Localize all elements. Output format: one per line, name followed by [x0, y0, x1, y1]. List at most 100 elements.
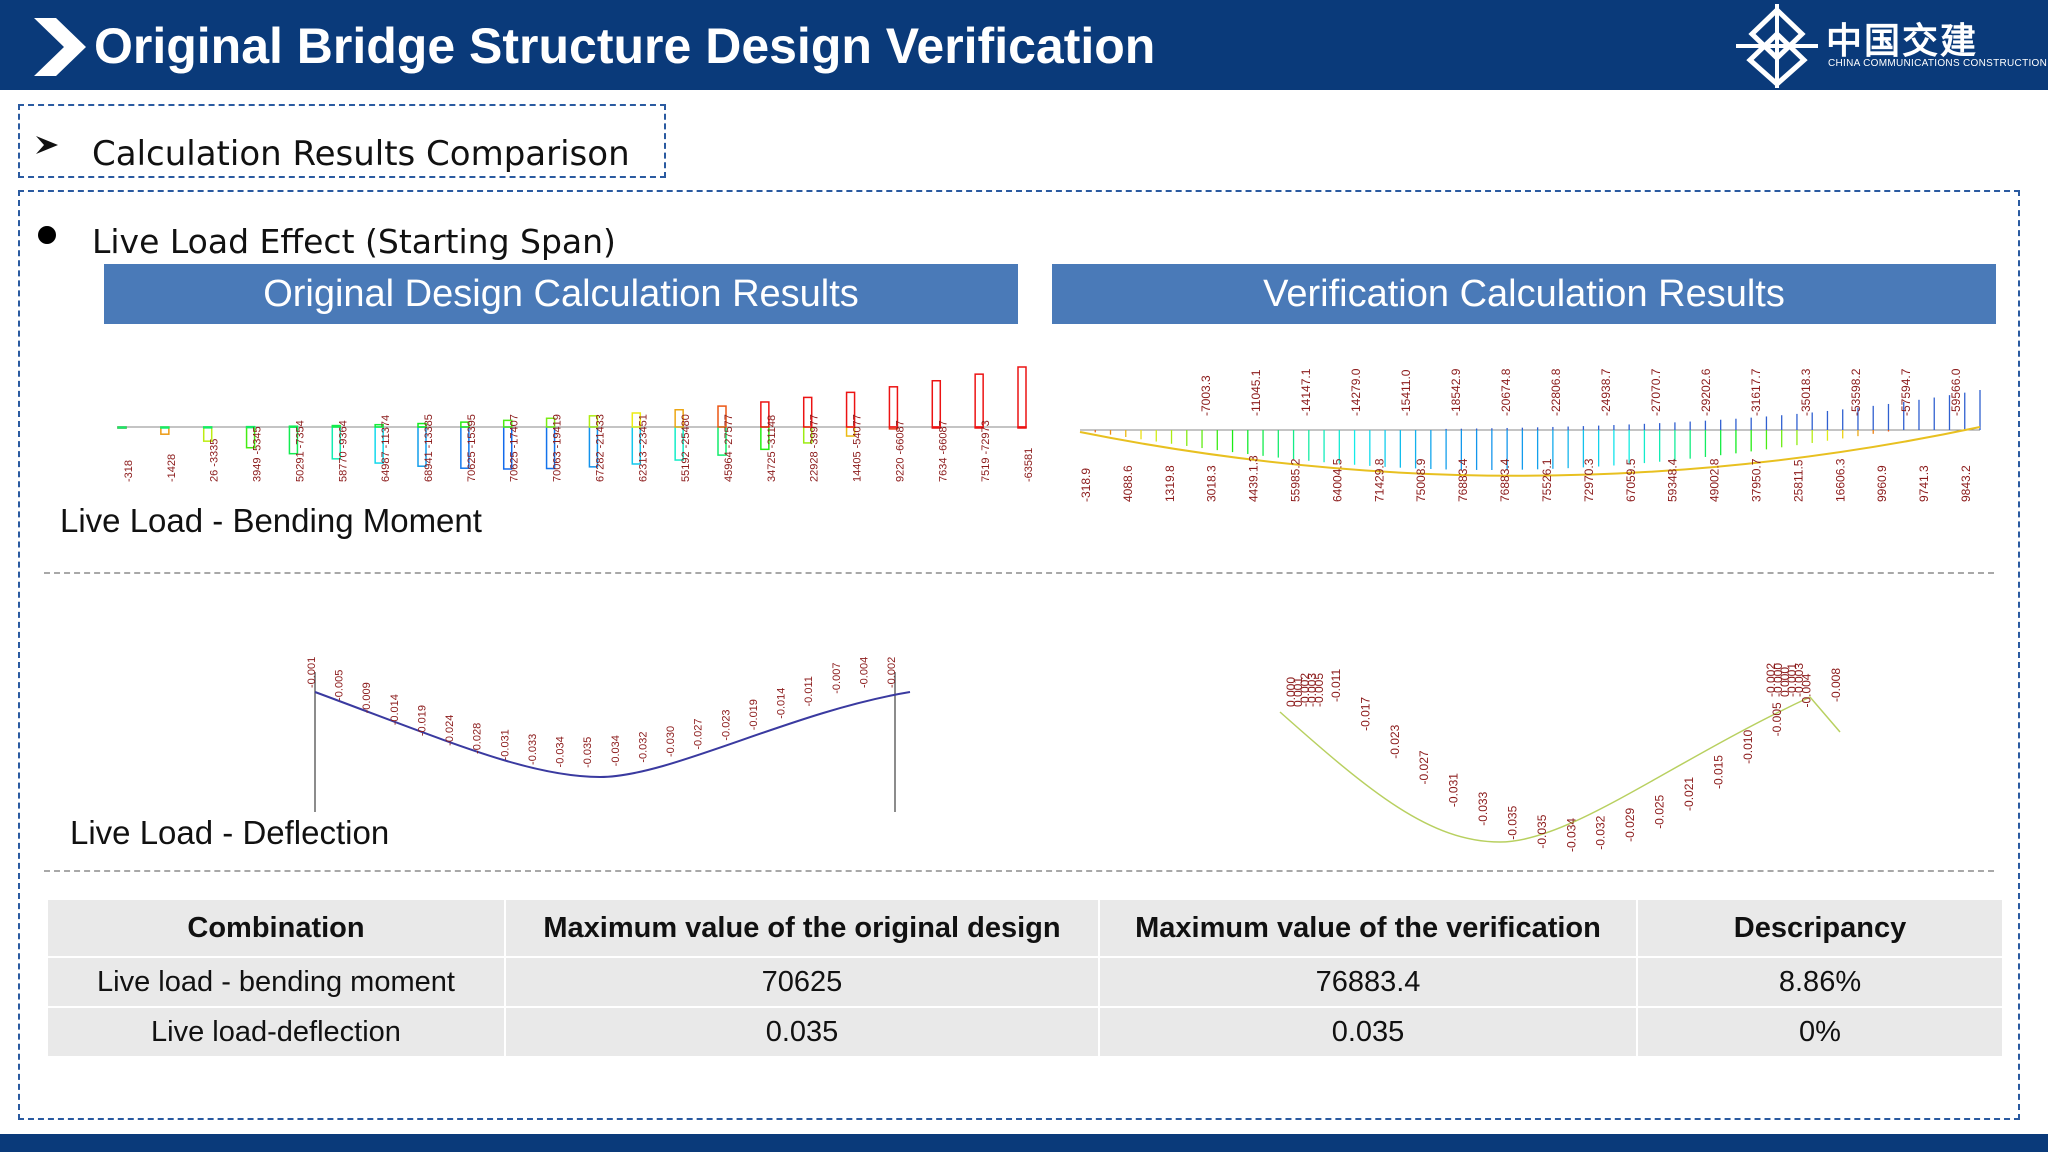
moment-label: -57594.7	[1899, 368, 1913, 416]
deflection-label: -0.004	[1800, 673, 1814, 707]
deflection-row-label: Live Load - Deflection	[70, 814, 390, 851]
header-original-max: Maximum value of the original design	[506, 900, 1098, 956]
moment-label: 3018.3	[1205, 465, 1219, 502]
deflection-label: -0.014	[389, 694, 401, 725]
moment-label: 72970.3	[1582, 458, 1596, 502]
moment-label: -15411.0	[1399, 369, 1413, 416]
deflection-label: -0.021	[1682, 777, 1696, 811]
moment-label: 25811.5	[1791, 459, 1805, 502]
moment-label: 59348.4	[1666, 458, 1680, 502]
moment-label: 26 -3335	[209, 439, 221, 482]
moment-label: 34725 -31148	[766, 415, 778, 482]
moment-label: 49002.8	[1708, 458, 1722, 502]
deflection-label: -0.034	[610, 735, 622, 766]
chevron-right-icon	[34, 18, 86, 76]
header-discrepancy: Descripancy	[1638, 900, 2002, 956]
deflection-label: -0.019	[748, 699, 760, 730]
moment-label: 75526.1	[1540, 458, 1554, 502]
deflection-label: -0.008	[1829, 668, 1843, 702]
deflection-label: -0.009	[361, 682, 373, 713]
moment-label: 16606.3	[1833, 458, 1847, 502]
moment-bar-negative	[588, 415, 599, 428]
moment-bar-negative	[417, 422, 427, 428]
cell-discrepancy: 8.86%	[1638, 958, 2002, 1006]
cell-combination: Live load - bending moment	[48, 958, 504, 1006]
subheader-box: Calculation Results Comparison	[18, 104, 666, 178]
deflection-label: -0.001	[306, 657, 318, 688]
moment-label: 71429.8	[1372, 458, 1386, 502]
header-combination: Combination	[48, 900, 504, 956]
deflection-label: -0.023	[720, 709, 732, 740]
table-header-row: Combination Maximum value of the origina…	[48, 900, 2002, 956]
cell-verification-max: 76883.4	[1100, 958, 1636, 1006]
deflection-label: -0.003	[1305, 673, 1319, 707]
ccc-logo-icon	[1736, 4, 1818, 88]
moment-label: -1428	[166, 454, 178, 482]
original-deflection-diagram: -0.001 -0.005 -0.009 -0.014 -0.019 -0.024 -0.0…	[306, 657, 911, 812]
moment-label: 55192 -25480	[680, 414, 692, 482]
deflection-label: -0.027	[693, 718, 705, 749]
moment-label: 75008.9	[1414, 458, 1428, 502]
moment-label: -22806.8	[1549, 368, 1563, 416]
deflection-label: -0.032	[637, 731, 649, 762]
moment-bar-negative	[202, 426, 213, 429]
moment-label: -53598.2	[1849, 368, 1863, 416]
moment-bar-negative	[888, 386, 899, 428]
deflection-label: -0.030	[665, 726, 677, 757]
deflection-label: -0.002	[1764, 663, 1778, 697]
verification-deflection-diagram: -0.011 -0.017 -0.023 -0.027 -0.031 -0.033 -0.0…	[1279, 663, 1843, 852]
main-content-box: Live Load Effect (Starting Span) Origina…	[18, 190, 2020, 1120]
deflection-label: -0.028	[472, 723, 484, 754]
moment-label: 64987 -11374	[380, 415, 392, 482]
deflection-label: -0.005	[1770, 702, 1784, 736]
deflection-label: 0.000	[1778, 667, 1792, 697]
deflection-label: -0.035	[1505, 805, 1519, 839]
moment-label: 70063 -19419	[552, 414, 564, 482]
moment-bar-negative	[974, 373, 984, 428]
moment-bar-negative	[1017, 366, 1027, 428]
deflection-label: -0.023	[1388, 724, 1402, 758]
moment-row-label: Live Load - Bending Moment	[60, 502, 482, 539]
moment-label: -29202.6	[1699, 368, 1713, 416]
moment-label: 4088.6	[1121, 465, 1135, 502]
deflection-label: -0.034	[1564, 818, 1578, 852]
moment-bar-negative	[545, 417, 556, 428]
deflection-label: -0.025	[1653, 794, 1667, 828]
moment-label: 55985.2	[1289, 458, 1303, 502]
moment-label: 4439.1.3	[1247, 455, 1261, 502]
deflection-label: -0.014	[776, 688, 788, 719]
moment-label: -31617.7	[1749, 368, 1763, 416]
moment-bar-negative	[288, 425, 299, 428]
header-verification-max: Maximum value of the verification	[1100, 900, 1636, 956]
bullet-dot-icon	[38, 226, 56, 244]
moment-label: 45964 -27577	[723, 414, 735, 482]
moment-label: -59566.0	[1949, 368, 1963, 416]
footer-bar	[0, 1134, 2048, 1152]
moment-label: 9741.3	[1917, 465, 1931, 502]
deflection-label: -0.035	[1535, 814, 1549, 848]
moment-label: 14405 -54077	[852, 414, 864, 482]
moment-label: -318	[123, 460, 135, 482]
logo-text-cn: 中国交建	[1826, 20, 1979, 61]
arrow-bullet-icon	[36, 136, 58, 154]
deflection-label: -0.001	[1785, 663, 1799, 697]
moment-label: 1319.8	[1163, 465, 1177, 502]
deflection-label: -0.005	[334, 670, 346, 701]
deflection-curve	[314, 691, 911, 779]
moment-bar-negative	[802, 396, 813, 428]
moment-label: 62313 -23451	[637, 414, 649, 482]
deflection-label: -0.007	[831, 663, 843, 694]
moment-label: 7634 -66087	[937, 420, 949, 482]
cell-combination: Live load-deflection	[48, 1008, 504, 1056]
deflection-label: -0.002	[886, 657, 898, 688]
cell-verification-max: 0.035	[1100, 1008, 1636, 1056]
moment-bar-negative	[460, 421, 470, 428]
deflection-label: 0.000	[1284, 677, 1298, 707]
moment-label: 76883.4	[1456, 458, 1470, 502]
moment-label: 70625 -15395	[466, 414, 478, 482]
page-title: Original Bridge Structure Design Verific…	[94, 18, 1156, 74]
deflection-curve	[1279, 696, 1841, 843]
deflection-label: -0.002	[1298, 673, 1312, 707]
moment-bar-negative	[717, 405, 727, 428]
deflection-label: -0.027	[1417, 750, 1431, 784]
